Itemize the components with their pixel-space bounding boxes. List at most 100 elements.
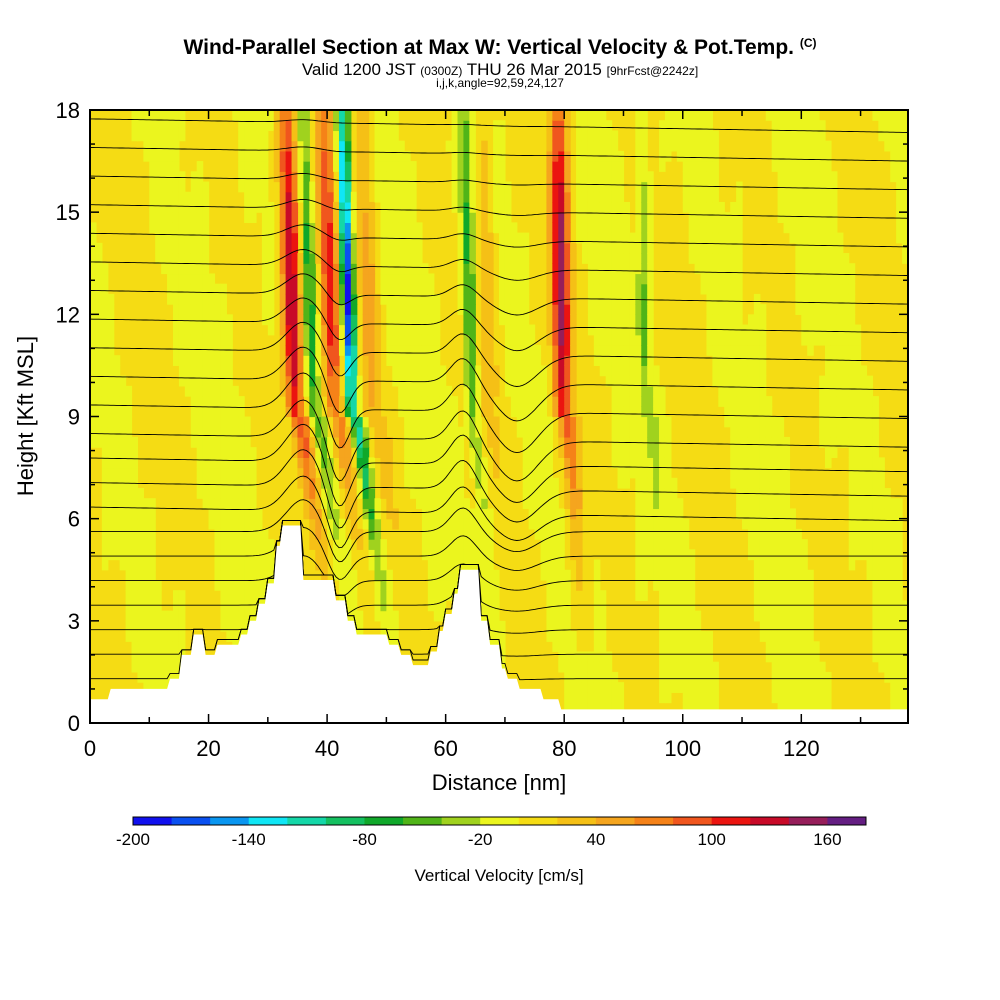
w-cell [101, 365, 109, 377]
w-cell [742, 416, 749, 428]
w-cell [706, 314, 713, 326]
w-cell [392, 242, 399, 254]
w-cell [783, 682, 791, 693]
w-cell [747, 355, 755, 367]
w-cell [368, 477, 376, 489]
w-cell [860, 375, 868, 387]
w-cell [747, 436, 755, 448]
w-cell [783, 120, 791, 132]
w-cell [599, 130, 607, 142]
w-cell [208, 385, 216, 397]
w-cell [653, 528, 660, 540]
w-cell [267, 212, 275, 223]
w-cell [416, 375, 423, 387]
w-cell [605, 661, 613, 673]
w-cell [333, 201, 340, 213]
w-cell [765, 539, 773, 550]
w-cell [712, 242, 719, 254]
w-cell [694, 130, 702, 142]
w-cell [172, 620, 180, 632]
theta-contour [90, 297, 908, 352]
w-cell [196, 212, 204, 223]
w-cell [819, 130, 826, 142]
w-cell [771, 600, 779, 612]
w-cell [564, 488, 571, 499]
w-cell [291, 385, 299, 397]
w-cell [570, 334, 577, 346]
w-cell [641, 181, 648, 193]
w-cell [884, 590, 891, 601]
w-cell [131, 620, 139, 632]
w-cell [552, 396, 559, 407]
w-cell [546, 253, 553, 264]
w-cell [143, 631, 150, 642]
w-cell [439, 590, 447, 601]
w-cell [190, 201, 198, 213]
w-cell [380, 201, 387, 213]
w-cell [712, 365, 719, 377]
w-cell [552, 508, 559, 520]
w-cell [267, 273, 275, 285]
w-cell [765, 549, 773, 561]
w-cell [813, 682, 820, 693]
w-cell [742, 344, 749, 356]
w-cell [481, 477, 488, 489]
w-cell [356, 161, 364, 172]
w-cell [238, 161, 245, 172]
w-cell [896, 702, 903, 714]
w-cell [706, 631, 713, 642]
w-cell [250, 130, 257, 142]
w-cell [688, 651, 696, 663]
w-cell [558, 508, 565, 520]
w-cell [872, 498, 879, 510]
w-cell [487, 518, 494, 530]
w-cell [333, 498, 340, 510]
w-cell [825, 273, 832, 285]
w-cell [587, 304, 595, 315]
w-cell [647, 457, 654, 469]
w-cell [190, 406, 198, 418]
w-cell [830, 222, 838, 234]
w-cell [872, 406, 879, 418]
w-cell [813, 671, 820, 683]
w-cell [457, 242, 465, 254]
w-cell [445, 549, 453, 561]
w-cell [528, 416, 536, 428]
w-cell [860, 406, 868, 418]
w-cell [730, 212, 737, 223]
w-cell [333, 396, 340, 407]
w-cell [392, 293, 399, 305]
w-cell [125, 385, 133, 397]
w-cell [493, 212, 500, 223]
w-cell [433, 569, 441, 581]
w-cell [315, 355, 322, 367]
w-cell [362, 467, 370, 479]
w-cell [196, 273, 204, 285]
w-cell [546, 579, 553, 591]
w-cell [220, 436, 227, 448]
w-cell [321, 232, 328, 244]
w-cell [273, 161, 281, 172]
w-cell [392, 191, 399, 203]
w-cell [848, 396, 856, 407]
colorbar-swatch [133, 817, 173, 825]
w-cell [167, 140, 174, 152]
w-cell [623, 212, 631, 223]
theta-contour [90, 273, 908, 316]
w-cell [392, 273, 399, 285]
w-cell [759, 610, 767, 622]
w-cell [795, 620, 802, 632]
w-cell [404, 293, 411, 305]
w-cell [232, 539, 239, 550]
w-cell [297, 436, 304, 448]
w-cell [362, 140, 370, 152]
w-cell [214, 396, 222, 407]
w-cell [309, 539, 316, 550]
w-cell [445, 447, 453, 458]
w-cell [214, 508, 222, 520]
w-cell [890, 569, 897, 581]
w-cell [896, 212, 903, 223]
w-cell [220, 600, 227, 612]
w-cell [617, 283, 625, 295]
w-cell [220, 283, 227, 295]
